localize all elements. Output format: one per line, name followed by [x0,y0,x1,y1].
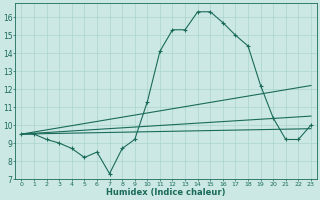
X-axis label: Humidex (Indice chaleur): Humidex (Indice chaleur) [107,188,226,197]
